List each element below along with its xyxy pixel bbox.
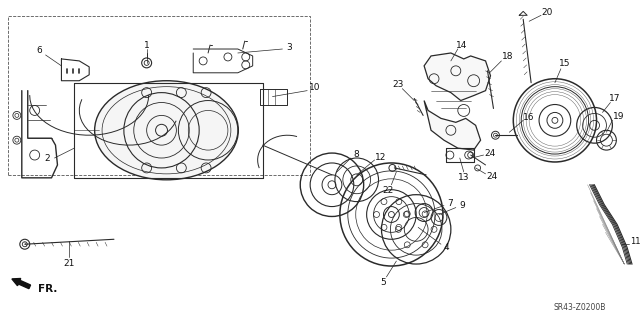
Text: 10: 10 <box>309 83 321 92</box>
Text: 12: 12 <box>375 152 386 161</box>
Text: 17: 17 <box>609 94 620 103</box>
Text: 11: 11 <box>630 237 640 246</box>
Text: 19: 19 <box>612 112 624 121</box>
Bar <box>8 16 310 175</box>
Text: 8: 8 <box>354 150 360 159</box>
Text: 14: 14 <box>456 41 467 49</box>
Text: 23: 23 <box>393 80 404 89</box>
Text: 1: 1 <box>144 41 150 49</box>
Text: 7: 7 <box>447 199 452 208</box>
Text: 4: 4 <box>443 243 449 252</box>
Text: 21: 21 <box>63 259 75 268</box>
FancyArrow shape <box>12 278 31 289</box>
Text: 13: 13 <box>458 173 470 182</box>
Text: 15: 15 <box>559 59 571 68</box>
Text: 22: 22 <box>383 186 394 195</box>
Text: 24: 24 <box>484 149 495 158</box>
Text: 6: 6 <box>36 47 42 56</box>
Text: 20: 20 <box>541 8 553 17</box>
Ellipse shape <box>95 81 238 180</box>
Text: FR.: FR. <box>38 284 57 294</box>
Text: 5: 5 <box>381 278 387 287</box>
Text: SR43-Z0200B: SR43-Z0200B <box>554 303 606 312</box>
Text: 3: 3 <box>287 42 292 52</box>
Text: 16: 16 <box>524 113 535 122</box>
Text: 18: 18 <box>502 52 513 62</box>
Text: 2: 2 <box>45 153 51 162</box>
Polygon shape <box>424 100 481 150</box>
Polygon shape <box>424 53 490 100</box>
Text: 9: 9 <box>459 201 465 210</box>
Text: 24: 24 <box>486 172 497 181</box>
